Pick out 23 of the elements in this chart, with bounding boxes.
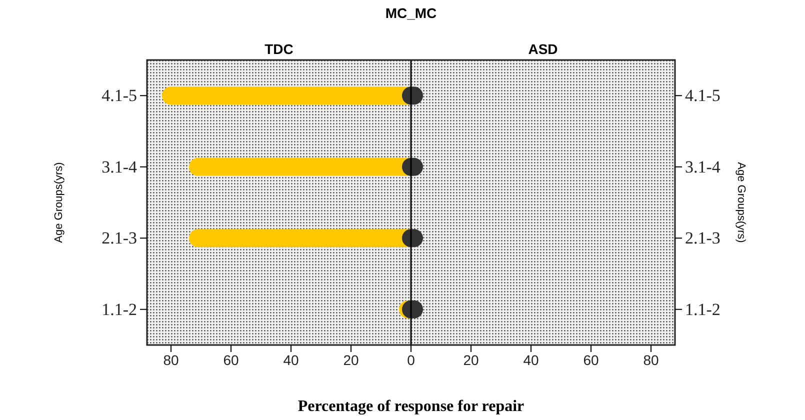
chart-title: MC_MC <box>385 5 437 21</box>
y-tick-label: 2.1-3 <box>102 228 137 248</box>
category-label: 2.1-3 <box>685 228 720 248</box>
y-tick-label: 3.1-4 <box>102 157 138 176</box>
category-label: 3.1-4 <box>685 157 720 176</box>
y-axis-title: Age Groups(yrs) <box>53 162 65 243</box>
y-tick-label: 4.1-5 <box>102 86 137 106</box>
x-tick-label: 40 <box>523 352 539 368</box>
category-label: 4.1-5 <box>685 86 720 106</box>
text: Age Groups(yrs) <box>735 162 747 243</box>
x-tick-label: 0 <box>407 352 416 368</box>
x-tick-label: 20 <box>343 352 359 368</box>
x-tick-label: 80 <box>643 352 659 368</box>
x-tick-label: 40 <box>283 352 299 368</box>
category-label: 1.1-2 <box>685 300 720 319</box>
x-tick-label: 60 <box>223 352 239 368</box>
x-tick-label: 60 <box>583 352 599 368</box>
text: TDC <box>264 41 294 57</box>
text: ASD <box>528 41 558 57</box>
x-axis-title: Percentage of response for repair <box>298 398 524 415</box>
y-tick-label: 1.1-2 <box>102 300 137 319</box>
x-tick-label: 80 <box>163 352 179 368</box>
x-tick-label: 20 <box>463 352 479 368</box>
